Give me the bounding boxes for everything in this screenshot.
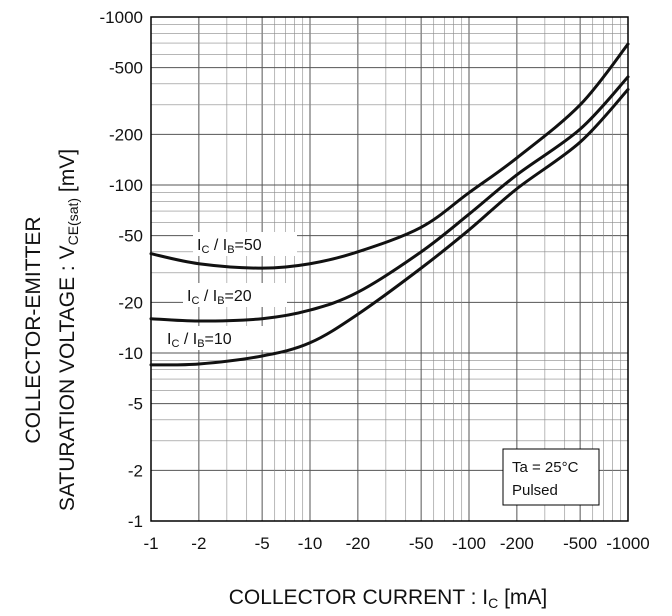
conditions-pulsed: Pulsed <box>512 482 558 499</box>
label-ib10-text: IC / IB=10 <box>167 331 232 350</box>
y-tick-label: -1000 <box>100 8 143 27</box>
x-tick-label: -20 <box>346 534 371 553</box>
label-ib50-bg <box>193 232 297 256</box>
x-tick-label: -1000 <box>606 534 649 553</box>
y-tick-label: -5 <box>128 395 143 414</box>
curve-ib20 <box>149 75 630 323</box>
y-tick-label: -20 <box>118 293 143 312</box>
y-axis-title-line1: COLLECTOR-EMITTER <box>22 216 45 443</box>
x-tick-label: -100 <box>452 534 486 553</box>
curves <box>149 42 630 367</box>
label-ib10-bg <box>163 326 267 350</box>
y-axis-tick-labels: -1 -2 -5 -10 -20 -50 -100 -200 -500 -1000 <box>100 8 143 531</box>
x-tick-label: -200 <box>500 534 534 553</box>
label-ib20: IC / IB=20 <box>183 283 287 307</box>
label-ib50: IC / IB=50 <box>193 232 297 256</box>
x-tick-label: -10 <box>298 534 323 553</box>
y-tick-label: -100 <box>109 176 143 195</box>
y-tick-label: -10 <box>118 344 143 363</box>
y-tick-label: -50 <box>118 227 143 246</box>
x-tick-label: -2 <box>191 534 206 553</box>
x-axis-title: COLLECTOR CURRENT : IC [mA] <box>229 586 548 611</box>
label-ib50-text: IC / IB=50 <box>197 237 262 256</box>
label-ib10: IC / IB=10 <box>163 326 267 350</box>
x-tick-label: -500 <box>563 534 597 553</box>
y-axis-title-line2: SATURATION VOLTAGE : VCE(sat) [mV] <box>56 149 81 511</box>
conditions-box-frame <box>502 448 600 506</box>
conditions-temperature: Ta = 25°C <box>512 459 579 476</box>
y-axis-title: COLLECTOR-EMITTER SATURATION VOLTAGE : V… <box>22 149 81 511</box>
plot-frame <box>150 16 629 522</box>
x-tick-label: -1 <box>143 534 158 553</box>
x-tick-label: -50 <box>409 534 434 553</box>
y-tick-label: -500 <box>109 59 143 78</box>
curve-ib50 <box>149 42 630 270</box>
conditions-box: Ta = 25°C Pulsed <box>502 448 600 506</box>
grid <box>150 16 629 522</box>
curve-ib10 <box>149 88 630 367</box>
y-tick-label: -1 <box>128 512 143 531</box>
x-axis-tick-labels: -1 -2 -5 -10 -20 -50 -100 -200 -500 -1000 <box>143 534 649 553</box>
label-ib20-text: IC / IB=20 <box>187 288 252 307</box>
label-ib20-bg <box>183 283 287 307</box>
y-tick-label: -200 <box>109 125 143 144</box>
x-tick-label: -5 <box>255 534 270 553</box>
y-tick-label: -2 <box>128 461 143 480</box>
